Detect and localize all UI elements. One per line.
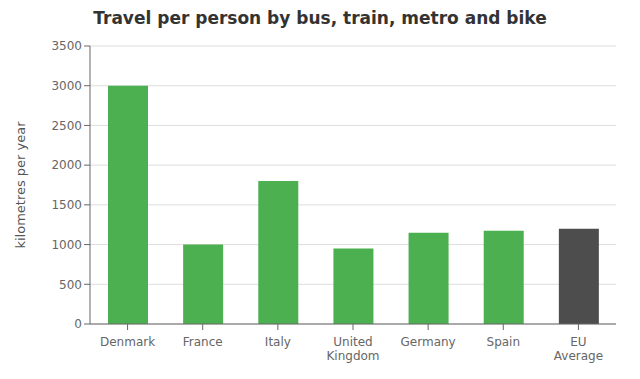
- svg-text:3500: 3500: [51, 39, 82, 53]
- svg-text:Germany: Germany: [401, 335, 456, 349]
- svg-text:2500: 2500: [51, 119, 82, 133]
- html-text:Travel per person by bus, trai: Travel per person by bus, train, metro a…: [93, 8, 547, 28]
- svg-text:500: 500: [59, 278, 82, 292]
- svg-text:Spain: Spain: [487, 335, 521, 349]
- svg-text:1500: 1500: [51, 198, 82, 212]
- svg-text:UnitedKingdom: UnitedKingdom: [326, 335, 379, 363]
- svg-text:France: France: [183, 335, 223, 349]
- svg-text:3000: 3000: [51, 79, 82, 93]
- svg-text:EUAverage: EUAverage: [554, 335, 603, 363]
- svg-text:2000: 2000: [51, 158, 82, 172]
- svg-text:1000: 1000: [51, 238, 82, 252]
- svg-text:kilometres per year: kilometres per year: [13, 121, 28, 249]
- svg-text:0: 0: [74, 317, 82, 331]
- svg-text:Denmark: Denmark: [100, 335, 155, 349]
- svg-text:Italy: Italy: [265, 335, 291, 349]
